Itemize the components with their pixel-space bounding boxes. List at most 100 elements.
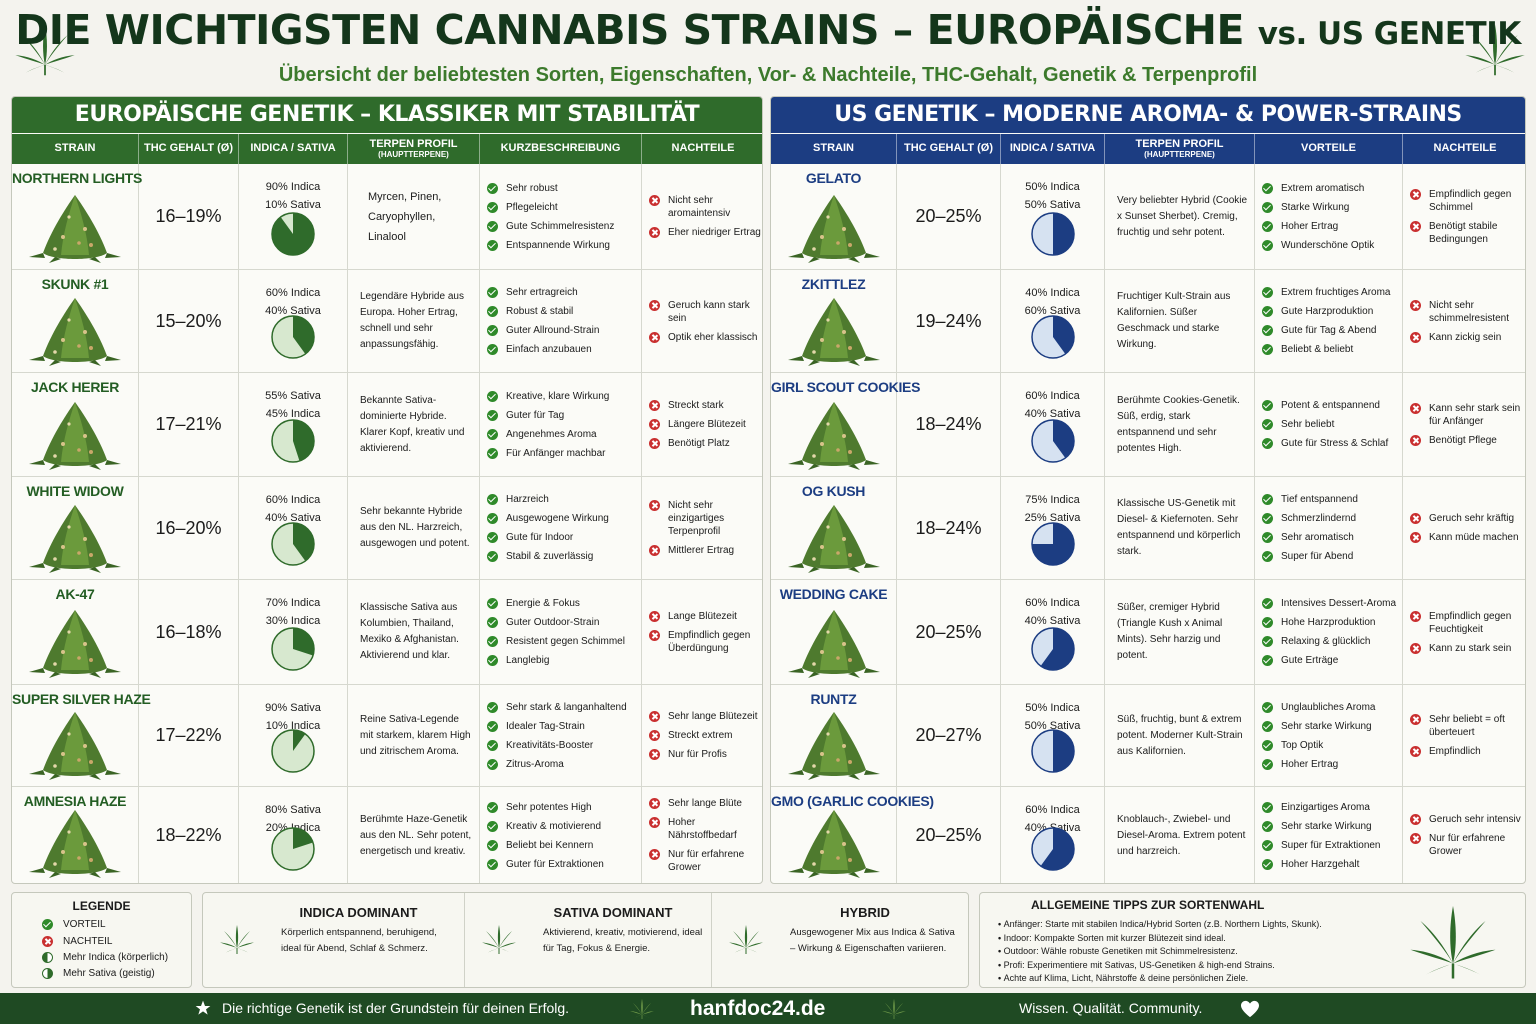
- legend-title: LEGENDE: [72, 899, 131, 913]
- cross-icon: [1410, 610, 1421, 622]
- strain-row: AMNESIA HAZE 18–22% 80% Sativa 20% Indica Be…: [12, 787, 762, 883]
- pro-text: Pflegeleicht: [506, 201, 558, 213]
- con-item: Geruch sehr intensiv: [1410, 813, 1525, 826]
- tip-item: Indoor: Kompakte Sorten mit kurzer Blüte…: [998, 932, 1525, 946]
- check-icon: [1262, 494, 1273, 505]
- pros-list: Intensives Dessert-Aroma Hohe Harzprodukt…: [1255, 580, 1403, 684]
- tip-item: Achte auf Klima, Licht, Nährstoffe & dei…: [998, 972, 1525, 986]
- pro-text: Super für Extraktionen: [1281, 839, 1381, 851]
- con-item: Hoher Nährstoffbedarf: [649, 816, 762, 842]
- description-text: Klassische Sativa aus Kolumbien, Thailan…: [360, 602, 459, 661]
- cannabis-bud-image: [29, 810, 121, 878]
- description-text: Bekannte Sativa-dominierte Hybride. Klar…: [360, 394, 465, 454]
- strain-row: ZKITTLEZ 19–24% 40% Indica 60% Sativa Frucht…: [771, 270, 1525, 373]
- description-text: Berühmte Haze-Genetik aus den NL. Sehr p…: [360, 813, 472, 857]
- pro-text: Relaxing & glücklich: [1281, 636, 1371, 647]
- thc-value: 16–19%: [139, 164, 239, 269]
- ratio-pie-chart: [1030, 522, 1075, 566]
- legend-box: LEGENDE VORTEIL NACHTEIL Mehr Indica (kö…: [11, 892, 192, 988]
- con-text: Kann müde machen: [1429, 532, 1519, 543]
- split-label-1: 40% Indica: [1025, 287, 1080, 299]
- type-sativa: SATIVA DOMINANT Aktivierend, kreativ, mot…: [465, 893, 712, 987]
- con-item: Nicht sehr aromaintensiv: [649, 194, 762, 220]
- pro-text: Einfach anzubauen: [506, 344, 592, 355]
- cross-icon: [649, 798, 660, 809]
- check-icon: [487, 325, 498, 336]
- col-thc: THC GEHALT (Ø): [139, 134, 239, 164]
- strain-row: GELATO 20–25% 50% Indica 50% Sativa Very bel…: [771, 164, 1525, 270]
- check-icon: [1262, 400, 1273, 411]
- pro-item: Langlebig: [487, 654, 641, 667]
- check-icon: [487, 617, 498, 628]
- cannabis-leaf-icon: [220, 925, 254, 954]
- heart-icon: [1241, 1000, 1259, 1018]
- con-text: Geruch kann stark sein: [668, 299, 750, 324]
- pro-text: Super für Abend: [1281, 551, 1354, 562]
- pro-item: Sehr potentes High: [487, 801, 641, 814]
- pro-text: Unglaubliches Aroma: [1281, 701, 1376, 713]
- pro-item: Gute für Tag & Abend: [1262, 324, 1402, 337]
- cannabis-leaf-icon: [1410, 906, 1496, 979]
- cross-icon: [649, 331, 660, 343]
- check-icon: [487, 344, 498, 355]
- cross-icon: [1410, 513, 1421, 524]
- con-text: Sehr lange Blütezeit: [668, 711, 758, 722]
- us-panel-title: US GENETIK – MODERNE AROMA- & POWER-STRA…: [771, 97, 1525, 133]
- pro-item: Für Anfänger machbar: [487, 447, 641, 460]
- indica-sativa-cell: 50% Indica 50% Sativa: [1001, 164, 1105, 269]
- footer-motto: Wissen. Qualität. Community.: [1019, 1000, 1203, 1016]
- us-table-header: STRAIN THC GEHALT (Ø) INDICA / SATIVA TE…: [771, 134, 1525, 164]
- pro-item: Super für Extraktionen: [1262, 839, 1402, 852]
- strain-name: WHITE WIDOW: [26, 483, 124, 499]
- pro-item: Sehr aromatisch: [1262, 531, 1402, 544]
- pro-text: Sehr robust: [506, 182, 558, 194]
- cannabis-bud-image: [787, 810, 880, 878]
- split-labels: 70% Indica 30% Indica: [239, 594, 347, 630]
- pro-text: Ausgewogene Wirkung: [506, 513, 609, 524]
- ratio-pie-chart: [271, 212, 315, 256]
- pro-text: Top Optik: [1281, 739, 1324, 751]
- pro-item: Kreativitäts-Booster: [487, 739, 641, 752]
- tips-title: ALLGEMEINE TIPPS ZUR SORTENWAHL: [1031, 898, 1265, 912]
- pro-item: Resistent gegen Schimmel: [487, 635, 641, 648]
- con-text: Benötigt stabile Bedingungen: [1429, 220, 1498, 245]
- con-item: Geruch sehr kräftig: [1410, 512, 1525, 525]
- footer-website-link[interactable]: hanfdoc24.de: [690, 997, 826, 1020]
- con-text: Optik eher klassisch: [668, 331, 758, 343]
- split-label-1: 60% Indica: [1025, 804, 1080, 816]
- split-labels: 60% Indica 40% Sativa: [1001, 387, 1104, 423]
- split-labels: 50% Indica 50% Sativa: [1001, 699, 1104, 735]
- con-item: Nur für erfahrene Grower: [1410, 832, 1525, 858]
- strain-name: GMO (GARLIC COOKIES): [771, 793, 934, 809]
- cannabis-bud-image: [787, 610, 880, 678]
- thc-value: 18–22%: [139, 787, 239, 883]
- pro-item: Entspannende Wirkung: [487, 239, 641, 252]
- indica-sativa-cell: 90% Sativa 10% Indica: [239, 685, 348, 786]
- pro-item: Kreative, klare Wirkung: [487, 390, 641, 403]
- pros-list: Einzigartiges Aroma Sehr starke Wirkung Su…: [1255, 787, 1403, 883]
- col-strain: STRAIN: [12, 134, 139, 164]
- cross-icon: [649, 227, 660, 238]
- cross-icon: [649, 419, 660, 430]
- pro-item: Zitrus-Aroma: [487, 758, 641, 771]
- pros-list: Energie & Fokus Guter Outdoor-Strain Resis…: [480, 580, 642, 684]
- check-icon: [487, 287, 498, 298]
- strain-description: Klassische US-Genetik mit Diesel- & Kief…: [1105, 477, 1255, 579]
- pro-item: Sehr stark & langanhaltend: [487, 701, 641, 714]
- cannabis-bud-image: [29, 298, 121, 366]
- con-text: Empfindlich gegen Überdüngung: [668, 629, 751, 654]
- check-icon: [487, 447, 498, 459]
- con-item: Eher niedriger Ertrag: [649, 226, 762, 239]
- con-item: Nicht sehr schimmelresistent: [1410, 299, 1525, 325]
- description-text: Legendäre Hybride aus Europa. Hoher Ertr…: [360, 291, 464, 350]
- page-title: DIE WICHTIGSTEN CANNABIS STRAINS – EUROP…: [15, 6, 1521, 54]
- pro-text: Hoher Ertrag: [1281, 220, 1339, 232]
- split-label-2: 10% Indica: [265, 720, 321, 732]
- cons-list: Empfindlich gegen Schimmel Benötigt stabi…: [1403, 164, 1525, 269]
- indica-sativa-cell: 60% Indica 40% Sativa: [239, 270, 348, 372]
- con-item: Nur für Profis: [649, 748, 762, 761]
- cannabis-bud-image: [787, 505, 880, 573]
- cross-icon: [42, 936, 53, 947]
- strain-row: RUNTZ 20–27% 50% Indica 50% Sativa Süß, fruc…: [771, 685, 1525, 787]
- strain-cell: NORTHERN LIGHTS: [12, 164, 142, 269]
